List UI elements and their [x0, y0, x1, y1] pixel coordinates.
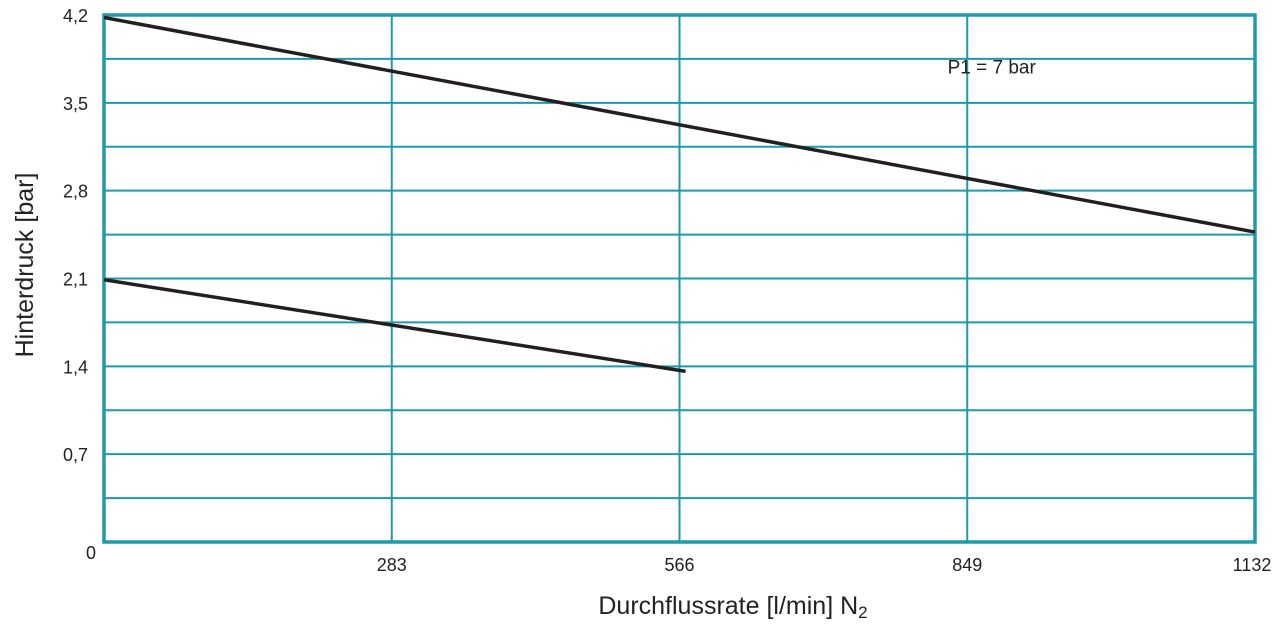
x-axis-title: Durchflussrate [l/min] N2	[598, 592, 867, 622]
y-axis-title: Hinterdruck [bar]	[11, 173, 39, 358]
y-tick-label: 3,5	[63, 94, 88, 114]
y-tick-label: 1,4	[63, 357, 88, 377]
y-tick-label: 2,1	[63, 270, 88, 290]
x-axis-title-subscript: 2	[858, 603, 867, 622]
grid-layer	[104, 15, 1255, 542]
series-line-2	[103, 278, 686, 374]
plot-frame	[102, 13, 1257, 544]
y-tick-label: 0,7	[63, 445, 88, 465]
x-tick-label: 1132	[1233, 555, 1272, 575]
tick-labels: 0 0,7 1,4 2,1 2,8 3,5 4,2 283 566 849 1132	[63, 6, 1271, 575]
x-tick-label: 566	[664, 555, 694, 575]
annotation-p1: P1 = 7 bar	[948, 57, 1037, 78]
y-tick-label: 2,8	[63, 182, 88, 202]
y-tick-label: 0	[86, 543, 96, 563]
y-tick-label: 4,2	[63, 6, 88, 26]
x-axis-title-main: Durchflussrate [l/min] N	[598, 592, 858, 620]
series-line-1	[103, 15, 1256, 234]
x-tick-label: 283	[377, 555, 407, 575]
series-layer	[103, 15, 1256, 374]
x-tick-label: 849	[952, 555, 982, 575]
